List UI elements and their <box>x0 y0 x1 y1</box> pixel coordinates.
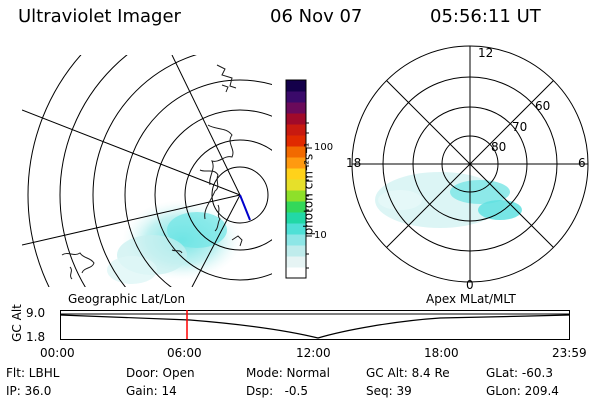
colorbar-segment <box>286 135 306 147</box>
app-title: Ultraviolet Imager <box>18 6 181 27</box>
satellite-footprint-marker <box>239 194 251 221</box>
mlat-label-70: 70 <box>512 120 528 134</box>
colorbar-tick-100: 100 <box>314 142 334 153</box>
colorbar-segment <box>286 245 306 257</box>
colorbar-segment <box>286 113 306 125</box>
altitude-timeline <box>60 310 571 340</box>
info-ip: IP: 36.0 <box>6 384 52 398</box>
colorbar-segment <box>286 91 306 103</box>
colorbar-segment <box>286 168 306 180</box>
colorbar-segment <box>286 190 306 202</box>
geographic-map <box>22 55 272 287</box>
timeline-xtick-18: 18:00 <box>424 346 459 360</box>
colorbar-segment <box>286 234 306 246</box>
colorbar-segment <box>286 80 306 92</box>
timeline-ylabel: GC Alt <box>9 304 24 342</box>
colorbar-segment <box>286 256 306 268</box>
info-mode: Mode: Normal <box>246 366 330 380</box>
mlt-label-6: 6 <box>578 156 586 170</box>
timeline-right-title: Apex MLat/MLT <box>426 292 516 306</box>
colorbar-segment <box>286 179 306 191</box>
mlat-label-60: 60 <box>535 99 551 113</box>
colorbar-segment <box>286 201 306 213</box>
timeline-ytick-9: 9.0 <box>26 306 46 320</box>
info-seq: Seq: 39 <box>366 384 412 398</box>
altitude-curve <box>60 314 571 339</box>
colorbar-segment <box>286 223 306 235</box>
colorbar <box>285 79 312 279</box>
colorbar-segment <box>286 157 306 169</box>
colorbar-segment <box>286 124 306 136</box>
info-flt: Flt: LBHL <box>6 366 60 380</box>
timeline-xtick-2359: 23:59 <box>552 346 587 360</box>
mlat-label-80: 80 <box>491 140 507 154</box>
timeline-xtick-00: 00:00 <box>40 346 75 360</box>
polar-plot <box>351 45 589 283</box>
colorbar-segment <box>286 102 306 114</box>
time-label: 05:56:11 UT <box>430 6 541 27</box>
mlt-label-12: 12 <box>478 46 494 60</box>
mlt-label-0: 0 <box>466 278 474 292</box>
colorbar-segment <box>286 267 306 279</box>
info-dsp: Dsp: -0.5 <box>246 384 309 398</box>
info-glat: GLat: -60.3 <box>486 366 553 380</box>
info-gcalt: GC Alt: 8.4 Re <box>366 366 450 380</box>
colorbar-segment <box>286 212 306 224</box>
timeline-left-title: Geographic Lat/Lon <box>68 292 186 306</box>
date-label: 06 Nov 07 <box>270 6 363 27</box>
colorbar-tick-10: 10 <box>314 230 327 241</box>
colorbar-segment <box>286 146 306 158</box>
timeline-xtick-06: 06:00 <box>167 346 202 360</box>
colorbar-title: photon cm⁻²s⁻¹ <box>301 142 316 236</box>
info-glon: GLon: 209.4 <box>486 384 559 398</box>
info-door: Door: Open <box>126 366 195 380</box>
info-gain: Gain: 14 <box>126 384 177 398</box>
timeline-xtick-12: 12:00 <box>296 346 331 360</box>
colorbar-gradient <box>286 80 306 279</box>
mlt-label-18: 18 <box>346 156 362 170</box>
timeline-ytick-1: 1.8 <box>26 330 46 344</box>
